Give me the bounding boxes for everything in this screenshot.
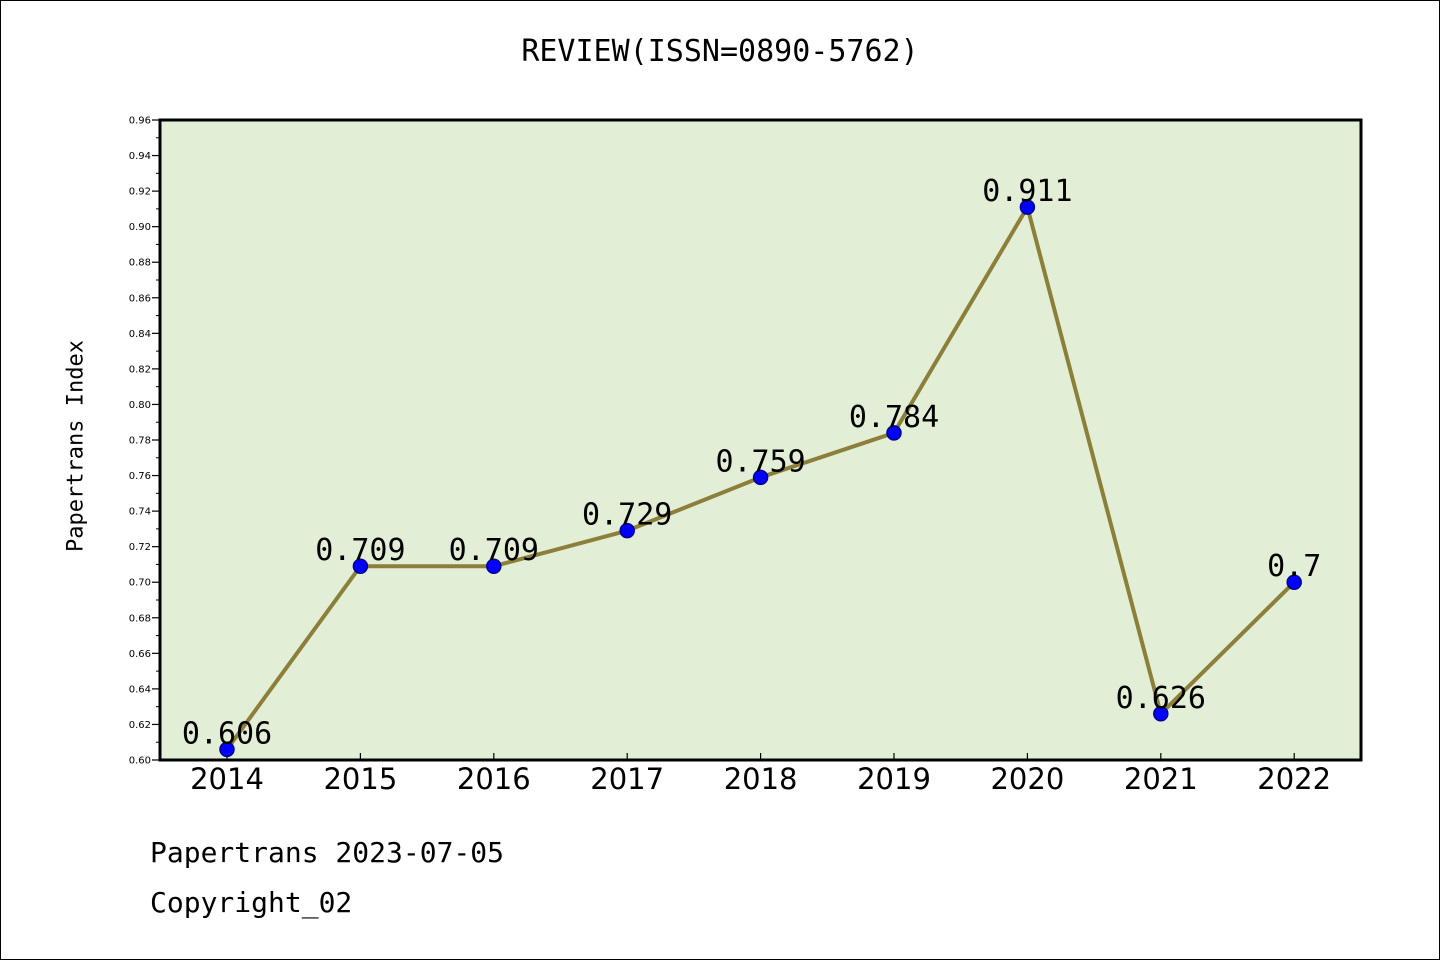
x-tick-label: 2022 (1257, 762, 1331, 796)
y-tick-label: 0.68 (129, 613, 151, 624)
data-labels: 0.606 0.709 0.709 0.729 0.759 0.784 0.911 0.626… (182, 174, 1321, 751)
data-label: 0.606 (182, 716, 272, 751)
y-tick-label: 0.72 (129, 542, 151, 553)
data-label: 0.709 (449, 533, 539, 568)
data-point (752, 469, 769, 486)
data-label: 0.709 (315, 533, 405, 568)
y-tick-label: 0.84 (129, 329, 151, 340)
y-tick-label: 0.88 (129, 258, 151, 269)
y-tick-label: 0.92 (129, 187, 151, 198)
data-point (352, 558, 369, 574)
footer-copyright: Copyright_02 (150, 886, 353, 919)
y-tick-label: 0.60 (129, 756, 151, 767)
data-point (486, 558, 502, 574)
y-tick-label: 0.70 (129, 578, 151, 589)
y-tick-label: 0.66 (129, 649, 151, 660)
data-point (1286, 574, 1302, 590)
y-tick-label: 0.80 (129, 400, 151, 411)
x-tick-label: 2020 (990, 762, 1064, 796)
footer-date: Papertrans 2023-07-05 (150, 836, 505, 869)
y-tick-label: 0.62 (129, 720, 151, 731)
data-point (619, 522, 635, 539)
y-tick-label: 0.94 (129, 151, 151, 162)
y-tick-label: 0.82 (129, 364, 151, 375)
y-tick-label: 0.86 (129, 293, 151, 304)
x-tick-label: 2017 (590, 762, 664, 796)
data-label: 0.784 (849, 400, 939, 435)
x-tick-label: 2018 (724, 762, 798, 796)
data-label: 0.7 (1267, 549, 1321, 584)
y-tick-label: 0.76 (129, 471, 151, 482)
data-point (1153, 706, 1169, 722)
data-label: 0.626 (1116, 681, 1206, 716)
x-tick-label: 2014 (190, 762, 264, 796)
data-point (886, 425, 902, 441)
y-tick-label: 0.78 (129, 436, 151, 447)
x-axis: 2014 2015 2016 2017 2018 2019 2020 2021 2022 (190, 753, 1331, 796)
data-point (1019, 199, 1036, 215)
y-tick-label: 0.90 (129, 222, 151, 233)
y-tick-label: 0.96 (129, 116, 151, 127)
plot-border (158, 118, 1363, 762)
x-tick-label: 2019 (857, 762, 931, 796)
x-tick-label: 2016 (457, 762, 531, 796)
chart-title: REVIEW(ISSN=0890-5762) (521, 34, 919, 69)
y-tick-label: 0.74 (129, 507, 151, 518)
plot-area (160, 120, 1361, 760)
data-label: 0.759 (715, 444, 805, 479)
series-markers (219, 199, 1302, 758)
x-tick-label: 2021 (1124, 762, 1198, 796)
y-axis-label: Papertrans Index (63, 340, 89, 552)
data-point (219, 741, 235, 758)
x-tick-label: 2015 (323, 762, 397, 796)
y-tick-label: 0.64 (129, 684, 151, 695)
data-label: 0.911 (982, 174, 1072, 209)
data-label: 0.729 (582, 498, 672, 533)
y-axis: 0.60 0.62 0.64 0.66 0.68 0.70 0.72 0.74 0.76 0.78… (129, 116, 160, 767)
